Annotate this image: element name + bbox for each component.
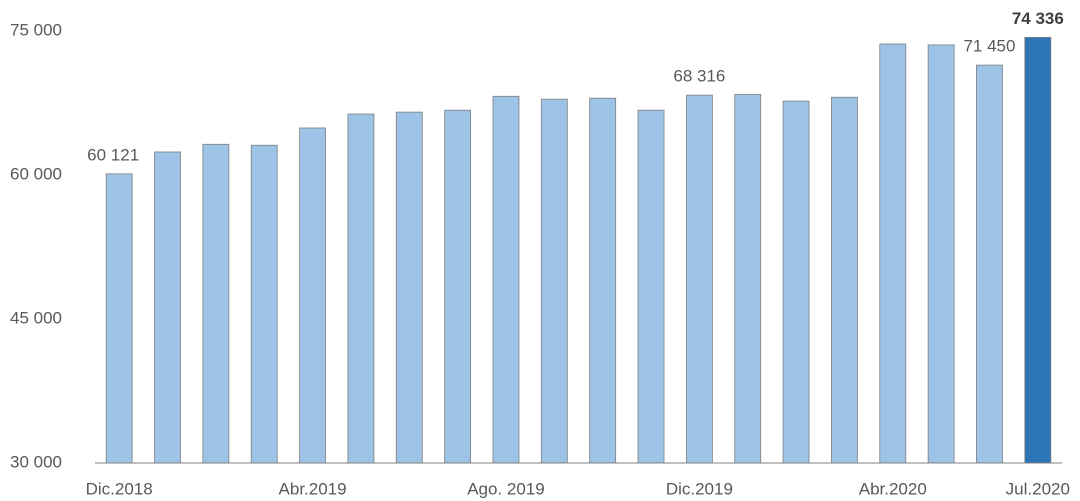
y-tick-label: 60 000 <box>10 164 62 183</box>
bar <box>879 43 907 464</box>
bar <box>492 95 520 464</box>
x-tick-label: Abr.2020 <box>859 479 927 498</box>
x-tick-label: Dic.2019 <box>666 479 733 498</box>
bar <box>734 93 762 464</box>
x-tick-label: Jul.2020 <box>1006 479 1070 498</box>
bar <box>444 109 472 464</box>
data-label: 74 336 <box>1012 9 1064 28</box>
x-tick-label: Abr.2019 <box>279 479 347 498</box>
bar <box>250 144 278 464</box>
bar <box>927 44 955 464</box>
data-label: 60 121 <box>87 145 139 164</box>
bar <box>831 96 858 464</box>
bar <box>1024 36 1052 464</box>
x-tick-label: Ago. 2019 <box>467 479 545 498</box>
bar <box>395 111 423 464</box>
y-tick-label: 45 000 <box>10 308 62 327</box>
y-tick-label: 75 000 <box>10 20 62 39</box>
bar <box>685 94 713 464</box>
bar <box>154 151 181 464</box>
data-label: 68 316 <box>673 67 725 86</box>
bar <box>637 109 665 464</box>
x-tick-label: Dic.2018 <box>86 479 153 498</box>
bar <box>589 97 617 464</box>
bar <box>105 173 133 464</box>
bar <box>347 113 375 464</box>
y-tick-label: 30 000 <box>10 452 62 471</box>
bar <box>540 98 568 464</box>
data-label: 71 450 <box>963 37 1015 56</box>
bar <box>976 64 1003 464</box>
bar <box>782 100 810 464</box>
bar <box>202 143 230 464</box>
bar <box>299 127 326 464</box>
